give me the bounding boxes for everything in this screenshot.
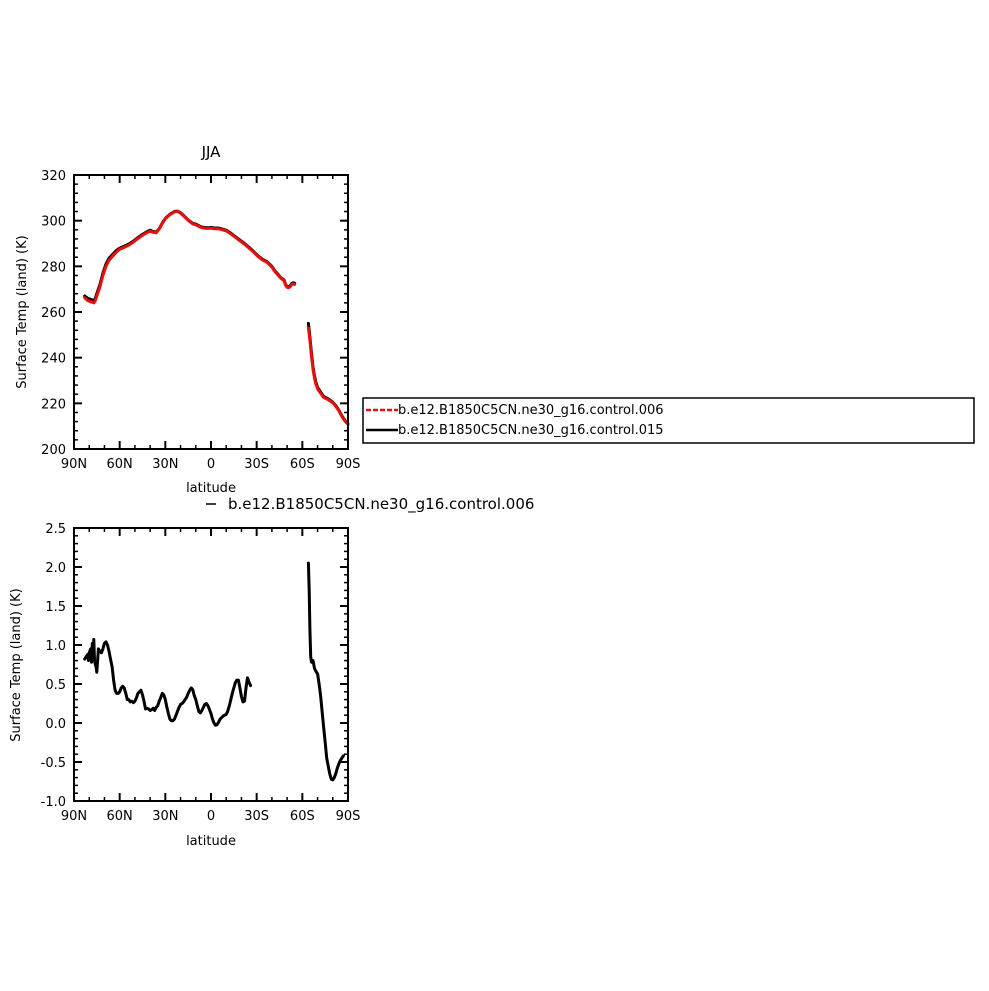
top-panel: JJA 90N 60N 30N 0 30S 60S 90S 200 220 240 260 280 30…: [15, 143, 360, 496]
legend: b.e12.B1850C5CN.ne30_g16.control.006 b.e…: [362, 397, 975, 444]
x-tick-label: 90N: [61, 809, 87, 824]
y-tick-label: 0.5: [45, 678, 66, 693]
y-tick-label: 1.5: [45, 600, 66, 615]
y-tick-label: -1.0: [41, 795, 66, 810]
bottom-chart-series: [83, 561, 345, 782]
x-tick-label: 90S: [336, 809, 361, 824]
bottom-chart-tick-labels: 90N 60N 30N 0 30S 60S 90S -1.0 -0.5 0.0 0.5 1.0 1.5 2…: [41, 522, 361, 824]
y-tick-label: 200: [41, 443, 66, 458]
top-chart-tick-labels: 90N 60N 30N 0 30S 60S 90S 200 220 240 260 280 300 320: [41, 169, 360, 472]
series-line-b-e12-b1850c5cn-ne30-g16-control-006: [306, 326, 350, 426]
x-tick-label: 30S: [244, 809, 269, 824]
bottom-panel: b.e12.B1850C5CN.ne30_g16.control.006 90N…: [9, 495, 534, 849]
top-chart-series: [83, 209, 350, 426]
x-tick-label: 0: [207, 809, 215, 824]
bottom-chart-xlabel: latitude: [186, 834, 236, 849]
y-tick-label: 300: [41, 215, 66, 230]
x-tick-label: 30N: [152, 457, 178, 472]
legend-box: [362, 397, 975, 444]
legend-label-006: b.e12.B1850C5CN.ne30_g16.control.006: [398, 403, 664, 418]
y-tick-label: 280: [41, 260, 66, 275]
x-tick-label: 90N: [61, 457, 87, 472]
bottom-chart-title: b.e12.B1850C5CN.ne30_g16.control.006: [228, 495, 534, 514]
y-tick-label: 260: [41, 306, 66, 321]
x-tick-label: 60S: [290, 809, 315, 824]
series-line-b-e12-b1850c5cn-ne30-g16-control-015: [83, 209, 297, 303]
y-tick-label: 220: [41, 397, 66, 412]
y-tick-label: 320: [41, 169, 66, 184]
bottom-chart-ylabel: Surface Temp (land) (K): [9, 588, 24, 741]
x-tick-label: 60S: [290, 457, 315, 472]
top-chart-title: JJA: [201, 143, 222, 161]
x-tick-label: 90S: [336, 457, 361, 472]
x-tick-label: 0: [207, 457, 215, 472]
y-tick-label: -0.5: [41, 756, 66, 771]
series-line-b-e12-b1850c5cn-ne30-g16-control-006: [83, 210, 297, 305]
top-chart-ticks: [73, 174, 349, 450]
legend-label-015: b.e12.B1850C5CN.ne30_g16.control.015: [398, 423, 664, 438]
top-chart-frame: [73, 174, 349, 450]
y-tick-label: 2.0: [45, 561, 66, 576]
y-tick-label: 1.0: [45, 639, 66, 654]
x-tick-label: 60N: [107, 457, 133, 472]
y-tick-label: 2.5: [45, 522, 66, 537]
x-tick-label: 60N: [107, 809, 133, 824]
top-chart-xlabel: latitude: [186, 481, 236, 496]
x-tick-label: 30N: [152, 809, 178, 824]
x-tick-label: 30S: [244, 457, 269, 472]
y-tick-label: 0.0: [45, 717, 66, 732]
bottom-chart-ticks: [73, 527, 349, 802]
bottom-chart-frame: [73, 527, 349, 802]
series-line-b-e12-b1850c5cn-ne30-g16-control-006: [83, 638, 253, 727]
series-line-b-e12-b1850c5cn-ne30-g16-control-006: [306, 561, 345, 782]
y-tick-label: 240: [41, 352, 66, 367]
top-chart-ylabel: Surface Temp (land) (K): [15, 235, 30, 388]
